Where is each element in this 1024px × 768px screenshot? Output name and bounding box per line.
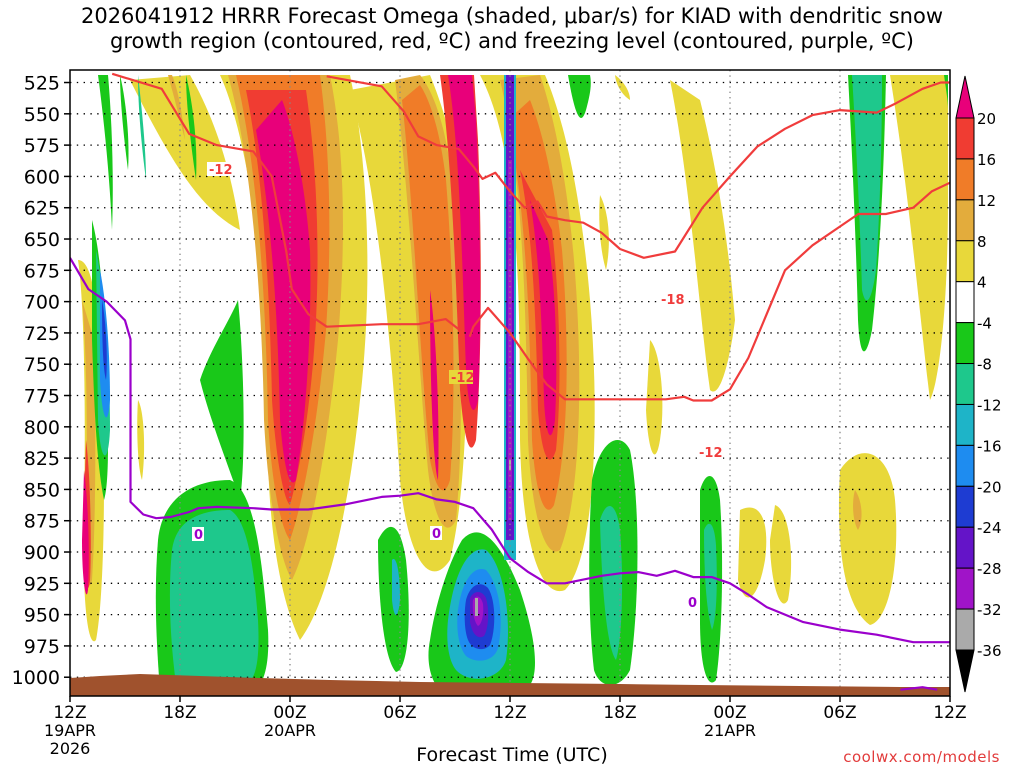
y-tick-label: 775: [24, 386, 60, 408]
x-tick-date: 20APR: [264, 721, 316, 740]
colorbar-swatch: [955, 444, 975, 487]
y-tick-label: 675: [24, 260, 60, 282]
y-tick-label: 700: [24, 292, 60, 314]
colorbar-label: -4: [977, 315, 992, 333]
y-tick-label: 875: [24, 511, 60, 533]
colorbar-label: -8: [977, 356, 992, 374]
freezing-level-0-sfc: [900, 686, 938, 691]
colorbar-label: 4: [977, 274, 987, 292]
colorbar-label: -20: [977, 478, 1002, 496]
fzl-label-3: 0: [688, 596, 697, 611]
colorbar-label: -36: [977, 642, 1002, 660]
x-tick-label: 00Z: [713, 703, 746, 723]
omega-shading: [78, 75, 948, 690]
y-tick-label: 575: [24, 135, 60, 157]
y-tick-label: 975: [24, 636, 60, 658]
colorbar-swatch: [955, 363, 975, 405]
freezing-level-0: [70, 257, 950, 644]
x-tick-label: 06Z: [823, 703, 856, 723]
colorbar-swatch: [955, 567, 975, 610]
fzl-label-1: 0: [194, 528, 203, 543]
y-tick-label: 550: [24, 104, 60, 126]
colorbar-swatch: [955, 608, 975, 651]
fzl-label-2: 0: [432, 527, 441, 542]
dgz-label-3: -12: [451, 371, 475, 386]
chart-title: 2026041912 HRRR Forecast Omega (shaded, …: [0, 4, 1024, 54]
title-line-2: growth region (contoured, red, ºC) and f…: [110, 29, 914, 53]
y-tick-label: 750: [24, 354, 60, 376]
colorbar-label: 12: [977, 192, 996, 210]
x-tick-label: 00Z: [273, 703, 306, 723]
colorbar-swatch: [955, 485, 975, 528]
colorbar: 20 16 12 8 4 -4 -8 -12 -16 -20 -24 -28 -32 -36: [955, 75, 1002, 693]
contour-labels: -12 -18 -12 -12 0 0 0: [192, 162, 723, 611]
colorbar-label: 8: [977, 233, 987, 251]
colorbar-swatch: [955, 117, 975, 160]
surface-terrain: [70, 674, 950, 696]
colorbar-swatch: [955, 322, 975, 365]
colorbar-label: 16: [977, 151, 996, 169]
y-tick-label: 825: [24, 448, 60, 470]
colorbar-label: -24: [977, 519, 1002, 537]
y-tick-label: 525: [24, 73, 60, 95]
dgz-label-4: -12: [699, 446, 723, 461]
colorbar-swatch: [955, 240, 975, 283]
dgz-lower-m12: [468, 181, 950, 402]
contours: [70, 72, 950, 691]
dgz-label-1: -12: [209, 163, 233, 178]
x-tick-label: 18Z: [603, 703, 636, 723]
colorbar-bottom-arrow: [955, 649, 975, 693]
y-tick-label: 650: [24, 229, 60, 251]
x-tick-label: 12Z: [493, 703, 526, 723]
y-axis: 525 550 575 600 625 650 675 700 725 750 775 800 825 8…: [12, 73, 70, 689]
x-tick-date: 19APR: [44, 721, 96, 740]
dgz-upper-m12: [111, 72, 460, 331]
x-tick-label: 12Z: [53, 703, 86, 723]
colorbar-label: 20: [977, 110, 996, 128]
y-tick-label: 800: [24, 417, 60, 439]
colorbar-label: -16: [977, 437, 1002, 455]
colorbar-label: -28: [977, 560, 1002, 578]
y-tick-label: 625: [24, 198, 60, 220]
y-tick-label: 850: [24, 479, 60, 501]
credit-text: coolwx.com/models: [843, 748, 1000, 766]
x-tick-label: 12Z: [933, 703, 966, 723]
colorbar-top-arrow: [955, 75, 975, 119]
y-tick-label: 925: [24, 573, 60, 595]
y-tick-label: 950: [24, 605, 60, 627]
colorbar-swatch: [955, 281, 975, 324]
y-tick-label: 1000: [12, 667, 60, 689]
colorbar-label: -12: [977, 396, 1002, 414]
colorbar-swatch: [955, 199, 975, 242]
colorbar-swatch: [955, 403, 975, 446]
x-axis-label: Forecast Time (UTC): [416, 744, 608, 766]
colorbar-swatch: [955, 526, 975, 569]
x-tick-label: 06Z: [383, 703, 416, 723]
x-tick-year: 2026: [50, 739, 91, 758]
y-tick-label: 600: [24, 166, 60, 188]
y-tick-label: 725: [24, 323, 60, 345]
colorbar-swatch: [955, 158, 975, 201]
dgz-upper-m18: [326, 75, 950, 259]
title-line-1: 2026041912 HRRR Forecast Omega (shaded, …: [80, 4, 944, 28]
x-tick-label: 18Z: [163, 703, 196, 723]
y-tick-label: 900: [24, 542, 60, 564]
colorbar-label: -32: [977, 601, 1002, 619]
x-tick-date: 21APR: [704, 721, 756, 740]
dgz-label-2: -18: [661, 293, 685, 308]
